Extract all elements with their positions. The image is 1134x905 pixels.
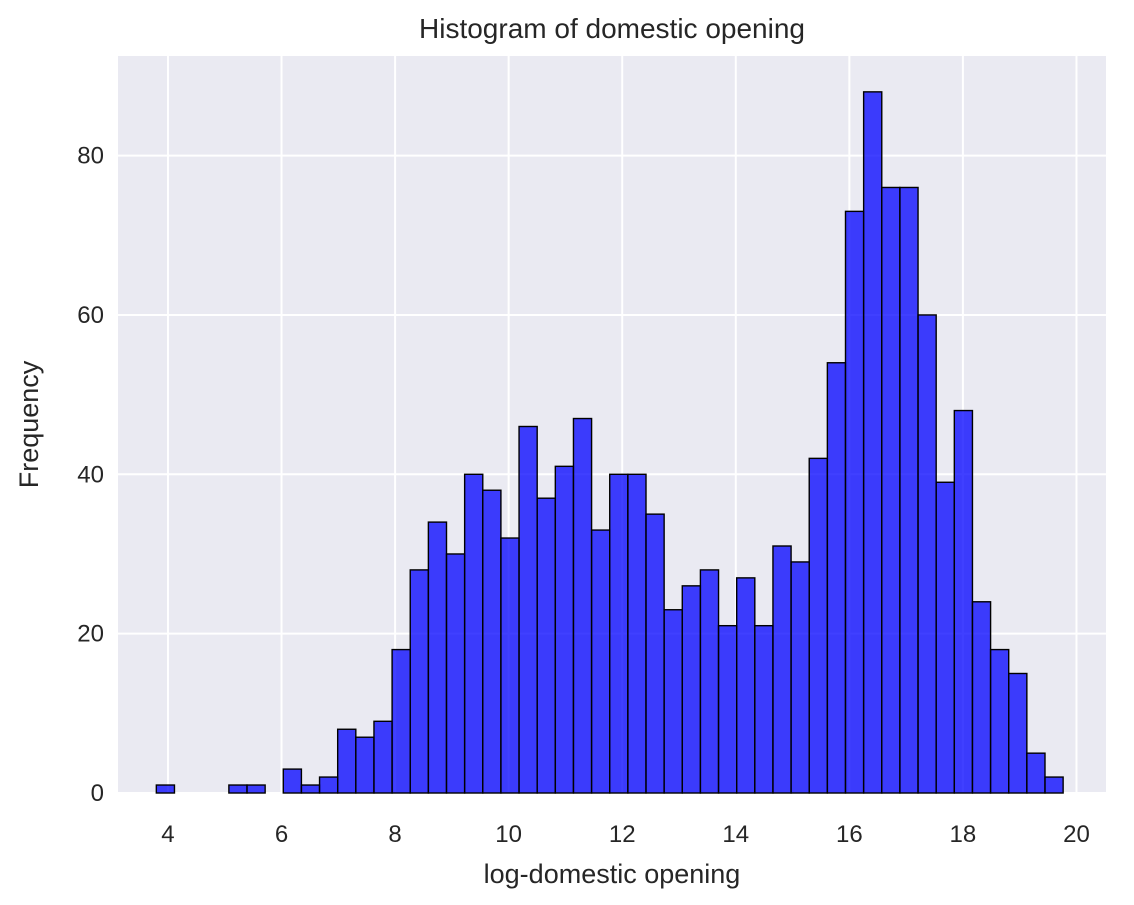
histogram-bar (917, 314, 937, 794)
histogram-bar (246, 784, 266, 794)
histogram-bar (808, 457, 829, 794)
histogram-bar (717, 624, 738, 794)
histogram-bar (953, 409, 974, 794)
histogram-bar (681, 585, 702, 794)
x-tick-label: 20 (1063, 821, 1090, 848)
y-axis-label: Frequency (14, 360, 44, 488)
y-tick-label: 20 (77, 621, 104, 648)
x-tick-label: 6 (275, 821, 288, 848)
histogram-bar (391, 648, 411, 794)
histogram-bar (844, 210, 865, 794)
histogram-bar (971, 601, 992, 794)
y-tick-label: 60 (77, 302, 104, 329)
histogram-bar (355, 736, 375, 794)
histogram-bar (772, 545, 792, 794)
histogram-bar (336, 728, 357, 794)
x-tick-label: 18 (950, 821, 977, 848)
histogram-bar (627, 473, 647, 794)
histogram-bar (645, 513, 665, 794)
chart-title: Histogram of domestic opening (419, 13, 805, 44)
histogram-bar (609, 473, 629, 794)
x-tick-label: 14 (722, 821, 749, 848)
x-tick-label: 12 (609, 821, 636, 848)
x-tick-label: 8 (388, 821, 401, 848)
histogram-bar (790, 561, 810, 794)
histogram-bar (572, 417, 593, 794)
histogram-bar (427, 521, 448, 794)
histogram-bar (409, 569, 430, 794)
histogram-bar (989, 648, 1010, 794)
histogram-bar (590, 529, 611, 794)
histogram-bar (482, 489, 502, 794)
histogram-bar (899, 186, 919, 794)
histogram-bar (862, 91, 883, 794)
histogram-bar (1026, 752, 1046, 794)
histogram-bar (1008, 672, 1028, 794)
histogram-bar (282, 768, 303, 794)
histogram-bar (445, 553, 466, 794)
histogram-bar (228, 784, 248, 794)
histogram-bar (1044, 776, 1064, 794)
histogram-bar (881, 186, 901, 794)
histogram-bar (300, 784, 321, 794)
histogram-bar (463, 473, 484, 794)
histogram-bars (155, 91, 1064, 794)
histogram-bar (935, 481, 956, 794)
histogram-bar (699, 569, 720, 794)
histogram-bar (518, 425, 538, 794)
x-axis-label: log-domestic opening (484, 859, 741, 889)
histogram-bar (155, 784, 176, 794)
x-tick-labels: 4 6 8 10 12 14 16 18 20 (161, 821, 1090, 848)
y-tick-label: 80 (77, 143, 104, 170)
y-tick-label: 0 (91, 780, 104, 807)
histogram-bar (318, 776, 339, 794)
x-tick-label: 4 (161, 821, 174, 848)
histogram-bar (554, 465, 575, 794)
histogram-bar (663, 609, 683, 794)
x-tick-label: 10 (495, 821, 522, 848)
histogram-bar (735, 577, 756, 794)
y-tick-label: 40 (77, 461, 104, 488)
histogram-bar (754, 624, 774, 794)
histogram-bar (500, 537, 520, 794)
x-tick-label: 16 (836, 821, 863, 848)
y-tick-labels: 0 20 40 60 80 (77, 143, 104, 807)
histogram-bar (373, 720, 393, 794)
histogram-bar (826, 362, 847, 794)
histogram-bar (536, 497, 557, 794)
